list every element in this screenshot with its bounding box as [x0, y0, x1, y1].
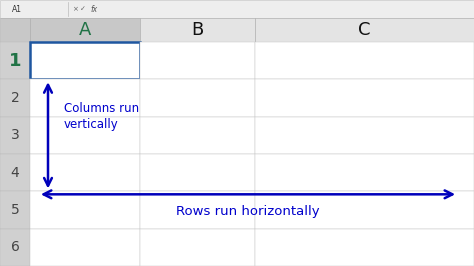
Text: B: B — [191, 21, 204, 39]
Bar — [255, 79, 474, 117]
Text: fx: fx — [90, 5, 97, 14]
Bar — [30, 191, 140, 229]
Bar — [0, 154, 30, 191]
Text: 2: 2 — [10, 91, 19, 105]
Bar — [140, 154, 255, 191]
Text: 3: 3 — [10, 128, 19, 142]
Text: A: A — [79, 21, 91, 39]
Bar — [30, 229, 140, 266]
Bar — [30, 117, 140, 154]
Bar — [255, 191, 474, 229]
Text: 6: 6 — [10, 240, 19, 254]
Bar — [0, 42, 30, 79]
Bar — [255, 18, 474, 42]
Bar — [30, 154, 140, 191]
Text: Rows run horizontally: Rows run horizontally — [176, 205, 320, 218]
Bar — [140, 191, 255, 229]
Bar — [140, 79, 255, 117]
Bar — [255, 154, 474, 191]
Bar — [0, 229, 30, 266]
Bar — [0, 0, 474, 18]
Text: ×: × — [72, 6, 78, 12]
Bar — [0, 191, 30, 229]
Text: Columns run
vertically: Columns run vertically — [64, 102, 139, 131]
Bar — [30, 18, 140, 42]
Bar — [0, 79, 30, 117]
Bar — [0, 18, 30, 42]
Text: ✓: ✓ — [80, 6, 86, 12]
Text: C: C — [358, 21, 371, 39]
Bar — [255, 229, 474, 266]
Bar — [140, 42, 255, 79]
Bar — [140, 229, 255, 266]
Bar — [30, 42, 140, 79]
Text: 4: 4 — [10, 166, 19, 180]
Text: A1: A1 — [12, 5, 22, 14]
Bar — [0, 117, 30, 154]
Bar — [255, 117, 474, 154]
Bar — [255, 42, 474, 79]
Bar — [140, 18, 255, 42]
Bar — [140, 117, 255, 154]
Bar — [30, 79, 140, 117]
Text: 1: 1 — [9, 52, 21, 70]
Text: 5: 5 — [10, 203, 19, 217]
